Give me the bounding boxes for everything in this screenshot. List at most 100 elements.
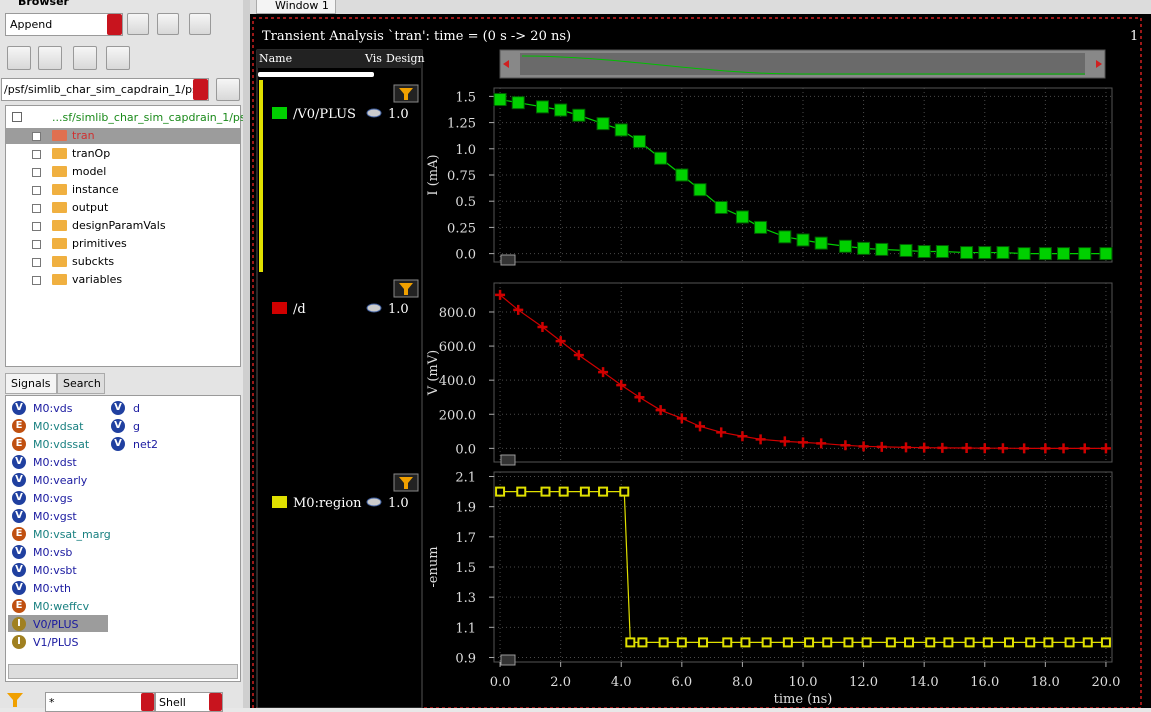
x-tick-label: 0.0 — [490, 675, 511, 690]
tree-root[interactable]: ...sf/simlib_char_sim_capdrain_1/psf — [52, 111, 250, 124]
tree-item[interactable]: output — [72, 201, 109, 214]
open-button[interactable] — [216, 78, 240, 101]
marker — [616, 380, 627, 391]
shell-select[interactable]: Shell — [155, 692, 223, 712]
signal-name[interactable]: M0:vgst — [33, 510, 77, 523]
signal-name[interactable]: M0:vgs — [33, 492, 73, 505]
y-tick-label: 600.0 — [439, 340, 476, 355]
marker — [875, 242, 889, 256]
expander[interactable] — [32, 240, 41, 249]
tool-button[interactable] — [157, 13, 179, 35]
marker — [1079, 443, 1090, 454]
path-select[interactable]: /psf/simlib_char_sim_capdrain_1/psf — [1, 78, 209, 101]
y-tick-label: 2.1 — [455, 471, 476, 486]
signal-icon: V — [12, 455, 26, 469]
signal-name[interactable]: M0:vdst — [33, 456, 77, 469]
marker — [857, 241, 871, 255]
signal-name[interactable]: M0:vdssat — [33, 438, 90, 451]
tree-item[interactable]: model — [72, 165, 107, 178]
tool-button[interactable] — [106, 46, 130, 70]
signal-name[interactable]: M0:vth — [33, 582, 71, 595]
dropdown[interactable] — [107, 14, 122, 35]
marker — [537, 321, 548, 332]
path-text: /psf/simlib_char_sim_capdrain_1/psf — [4, 83, 202, 96]
dropdown[interactable] — [141, 693, 154, 711]
marker — [798, 437, 808, 448]
tab[interactable] — [57, 373, 105, 394]
expander[interactable] — [32, 132, 41, 141]
marker — [755, 434, 766, 445]
expander[interactable] — [32, 186, 41, 195]
dropdown[interactable] — [209, 693, 222, 711]
signal-name[interactable]: M0:vsbt — [33, 564, 77, 577]
signal-name[interactable]: V1/PLUS — [33, 636, 79, 649]
filter-icon[interactable] — [6, 692, 30, 708]
signal-name[interactable]: M0:weffcv — [33, 600, 90, 613]
signal-name[interactable]: M0:vsb — [33, 546, 73, 559]
tab-label[interactable]: Search — [63, 377, 101, 390]
signal-name[interactable]: M0:vearly — [33, 474, 88, 487]
marker — [904, 637, 915, 648]
selected-row — [8, 615, 108, 632]
marker — [625, 637, 636, 648]
expander[interactable] — [32, 150, 41, 159]
marker — [598, 367, 609, 378]
marker — [698, 637, 709, 648]
dropdown[interactable] — [193, 79, 208, 100]
tree-item[interactable]: subckts — [72, 255, 115, 268]
tree-item[interactable]: primitives — [72, 237, 127, 250]
marker — [554, 103, 568, 117]
marker — [495, 289, 506, 300]
y-tick-label: 1.7 — [455, 531, 476, 546]
tab-label[interactable]: Signals — [11, 377, 51, 390]
scrollbar[interactable] — [8, 664, 238, 679]
column-design: Design — [386, 52, 425, 65]
tool-button[interactable] — [7, 46, 31, 70]
expander[interactable] — [32, 204, 41, 213]
signal-name[interactable]: V0/PLUS — [33, 618, 79, 631]
overview-thumb[interactable] — [520, 53, 1085, 75]
tree-item[interactable]: instance — [72, 183, 119, 196]
tree-item[interactable]: designParamVals — [72, 219, 166, 232]
marker — [964, 637, 975, 648]
window-tab-text: Window 1 — [275, 0, 329, 12]
tree-item[interactable]: tranOp — [72, 147, 111, 160]
expander[interactable] — [32, 258, 41, 267]
signal-name[interactable]: M0:vds — [33, 402, 73, 415]
marker — [579, 486, 590, 497]
marker — [1078, 247, 1092, 261]
marker — [722, 637, 733, 648]
tool-button[interactable] — [127, 13, 149, 35]
signal-name[interactable]: net2 — [133, 438, 159, 451]
signal-name[interactable]: g — [133, 420, 140, 433]
marker — [693, 183, 707, 197]
tree-item[interactable]: variables — [72, 273, 123, 286]
filter-icon — [399, 88, 413, 100]
marker — [917, 245, 931, 259]
mode-select[interactable]: Append — [5, 13, 123, 36]
expander[interactable] — [32, 276, 41, 285]
tool-button[interactable] — [73, 46, 97, 70]
legend-swatch — [272, 302, 287, 314]
signal-name[interactable]: M0:vdsat — [33, 420, 84, 433]
window-tab[interactable]: Window 1 — [256, 0, 336, 14]
marker — [637, 637, 648, 648]
shell-text: Shell — [159, 696, 186, 709]
signal-name[interactable]: M0:vsat_marg — [33, 528, 111, 541]
tree-item[interactable]: tran — [72, 129, 95, 142]
marker — [901, 442, 911, 453]
folder-icon — [52, 274, 67, 285]
expander[interactable] — [32, 222, 41, 231]
tab[interactable] — [5, 373, 57, 394]
visibility-icon — [366, 303, 382, 313]
x-tick-label: 10.0 — [789, 675, 818, 690]
signal-icon: V — [111, 401, 125, 415]
signal-name[interactable]: d — [133, 402, 140, 415]
marker — [899, 243, 913, 257]
tab-strip: Window 1 — [250, 0, 1151, 14]
expander[interactable] — [32, 168, 41, 177]
filter-input[interactable]: * — [45, 692, 155, 712]
signal-icon: I — [12, 635, 26, 649]
tool-button[interactable] — [189, 13, 211, 35]
tool-button[interactable] — [38, 46, 62, 70]
